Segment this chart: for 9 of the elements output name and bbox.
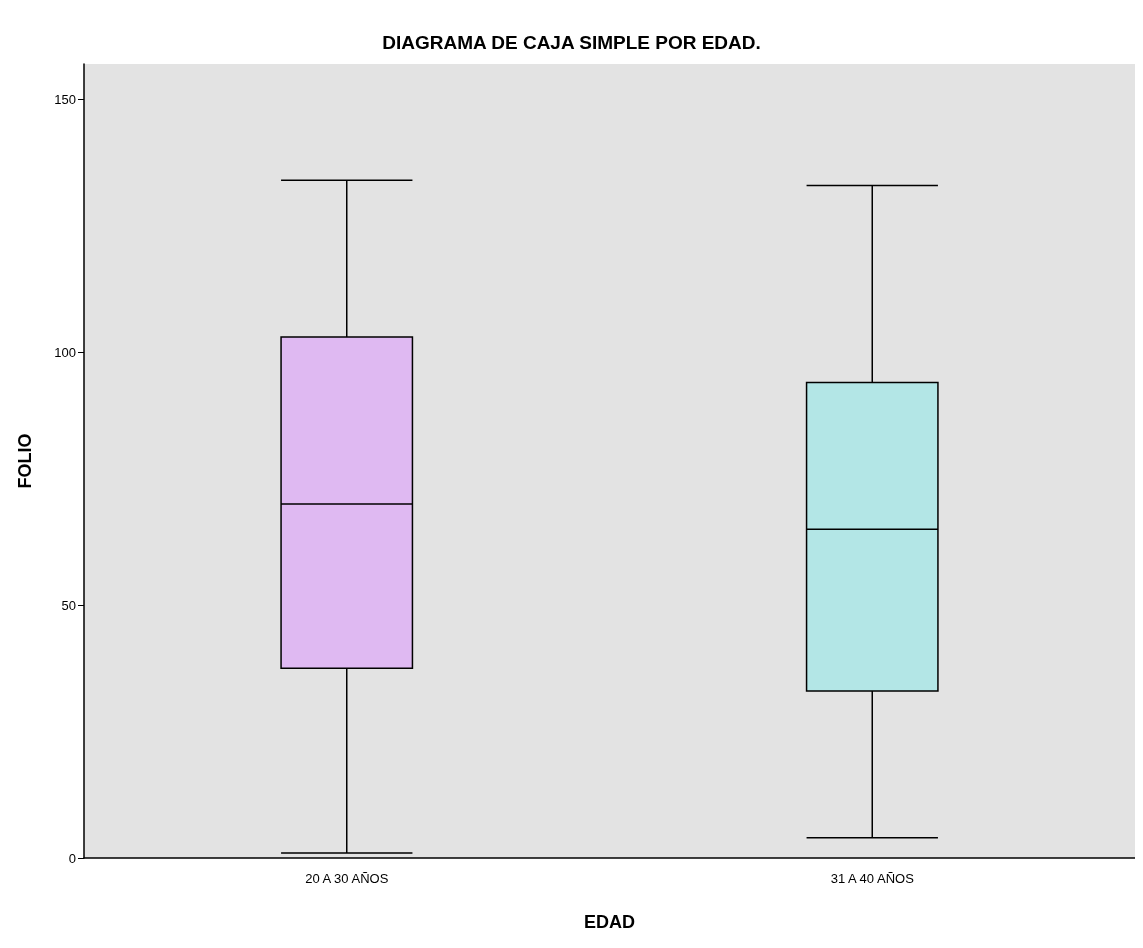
chart-title: DIAGRAMA DE CAJA SIMPLE POR EDAD. <box>382 32 761 53</box>
x-axis-title: EDAD <box>583 912 636 932</box>
y-tick-label: 0 <box>68 850 76 866</box>
x-tick-label: 20 A 30 AÑOS <box>305 871 389 886</box>
x-tick-label: 31 A 40 AÑOS <box>830 871 915 886</box>
y-tick-label: 150 <box>54 91 76 107</box>
y-tick-label: 50 <box>61 597 76 613</box>
y-tick-label: 100 <box>54 344 76 360</box>
y-axis-title: FOLIO <box>15 433 35 489</box>
